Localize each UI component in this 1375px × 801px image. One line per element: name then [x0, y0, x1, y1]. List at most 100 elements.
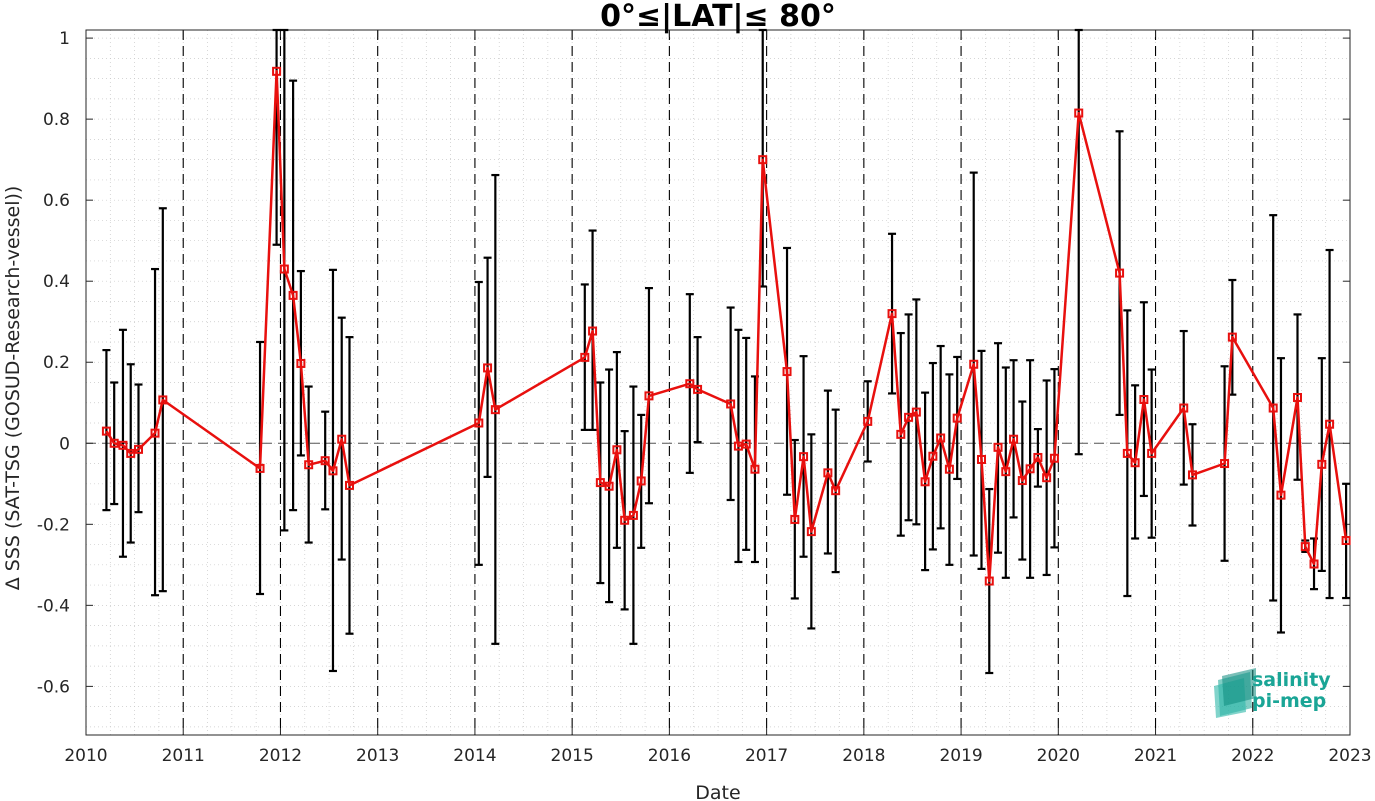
data-point-marker: [750, 464, 760, 474]
data-point-marker: [636, 476, 646, 486]
y-axis-title: Δ SSS (SAT-TSG (GOSUD-Research-vessel)): [2, 186, 24, 591]
y-tick-label: 0.6: [43, 191, 70, 211]
x-tick-label: 2010: [64, 746, 107, 766]
data-point-marker: [304, 460, 314, 470]
axis-ticks: 2010 2011 2012 2013 2014 2015 2016 2017 2018 2019…: [37, 29, 1372, 766]
data-point-marker: [1001, 467, 1011, 477]
data-point-marker: [863, 416, 873, 426]
data-point-marker: [741, 439, 751, 449]
data-point-marker: [1276, 490, 1286, 500]
data-point-marker: [1115, 268, 1125, 278]
data-point-marker: [685, 379, 695, 389]
data-point-marker: [1017, 476, 1027, 486]
data-point-marker: [896, 429, 906, 439]
y-tick-label: -0.4: [37, 596, 70, 616]
x-tick-label: 2011: [162, 746, 205, 766]
data-point-marker: [296, 358, 306, 368]
data-point-marker: [1220, 459, 1230, 469]
data-point-marker: [1309, 559, 1319, 569]
data-point-marker: [1341, 536, 1351, 546]
data-point-marker: [911, 407, 921, 417]
error-bars: [102, 28, 1351, 675]
data-point-marker: [595, 478, 605, 488]
data-point-marker: [936, 433, 946, 443]
data-point-marker: [272, 66, 282, 76]
data-point-marker: [693, 384, 703, 394]
data-point-marker: [1227, 332, 1237, 342]
y-tick-label: 1: [59, 29, 70, 49]
x-tick-label: 2018: [842, 746, 885, 766]
x-tick-label: 2014: [453, 746, 496, 766]
data-point-marker: [1325, 419, 1335, 429]
data-point-marker: [904, 412, 914, 422]
salinity-pi-mep-logo: salinity pi-mep: [1214, 668, 1331, 718]
data-point-marker: [644, 391, 654, 401]
y-tick-label: 0.4: [43, 272, 70, 292]
data-point-marker: [726, 399, 736, 409]
data-point-marker: [279, 264, 289, 274]
data-point-marker: [984, 576, 994, 586]
data-point-marker: [1317, 459, 1327, 469]
chart-title: 0°≤|LAT|≤ 80°: [600, 0, 836, 34]
data-point-marker: [158, 395, 168, 405]
data-point-marker: [320, 456, 330, 466]
x-tick-label: 2022: [1231, 746, 1274, 766]
x-tick-label: 2020: [1037, 746, 1080, 766]
data-point-marker: [944, 464, 954, 474]
data-point-marker: [1049, 453, 1059, 463]
data-point-marker: [490, 405, 500, 415]
data-point-marker: [337, 434, 347, 444]
data-point-marker: [150, 428, 160, 438]
series-markers: [101, 66, 1351, 586]
data-point-marker: [483, 363, 493, 373]
y-tick-label: -0.2: [37, 515, 70, 535]
data-point-marker: [976, 454, 986, 464]
data-point-marker: [328, 466, 338, 476]
data-point-marker: [920, 477, 930, 487]
y-tick-label: -0.6: [37, 677, 70, 697]
data-point-marker: [588, 326, 598, 336]
data-point-marker: [101, 426, 111, 436]
data-point-marker: [612, 445, 622, 455]
data-point-marker: [1130, 458, 1140, 468]
data-point-marker: [1033, 452, 1043, 462]
plot-area-border: [85, 29, 1351, 736]
data-point-marker: [344, 480, 354, 490]
data-point-marker: [1179, 403, 1189, 413]
data-point-marker: [887, 309, 897, 319]
data-point-marker: [620, 515, 630, 525]
data-point-marker: [1122, 448, 1132, 458]
data-point-marker: [1187, 470, 1197, 480]
x-tick-label: 2021: [1134, 746, 1177, 766]
x-tick-label: 2013: [356, 746, 399, 766]
x-tick-label: 2023: [1328, 746, 1371, 766]
x-tick-label: 2019: [939, 746, 982, 766]
data-point-marker: [928, 451, 938, 461]
data-point-marker: [1074, 108, 1084, 118]
x-tick-label: 2016: [648, 746, 691, 766]
data-point-marker: [790, 514, 800, 524]
data-point-marker: [1147, 448, 1157, 458]
data-point-marker: [1300, 542, 1310, 552]
data-point-marker: [109, 438, 119, 448]
data-point-marker: [1025, 464, 1035, 474]
data-point-marker: [799, 452, 809, 462]
data-point-marker: [758, 155, 768, 165]
x-tick-label: 2017: [745, 746, 788, 766]
logo-text-pi-mep: pi-mep: [1252, 690, 1326, 712]
grid: [85, 30, 1351, 735]
data-point-marker: [628, 510, 638, 520]
data-point-marker: [134, 444, 144, 454]
data-point-marker: [1042, 473, 1052, 483]
data-point-marker: [782, 367, 792, 377]
data-point-marker: [806, 527, 816, 537]
data-point-marker: [1268, 403, 1278, 413]
y-tick-label: 0: [59, 434, 70, 454]
data-point-marker: [1139, 395, 1149, 405]
data-point-marker: [1292, 392, 1302, 402]
y-tick-label: 0.2: [43, 353, 70, 373]
data-point-marker: [993, 442, 1003, 452]
x-tick-label: 2012: [259, 746, 302, 766]
data-point-marker: [823, 468, 833, 478]
